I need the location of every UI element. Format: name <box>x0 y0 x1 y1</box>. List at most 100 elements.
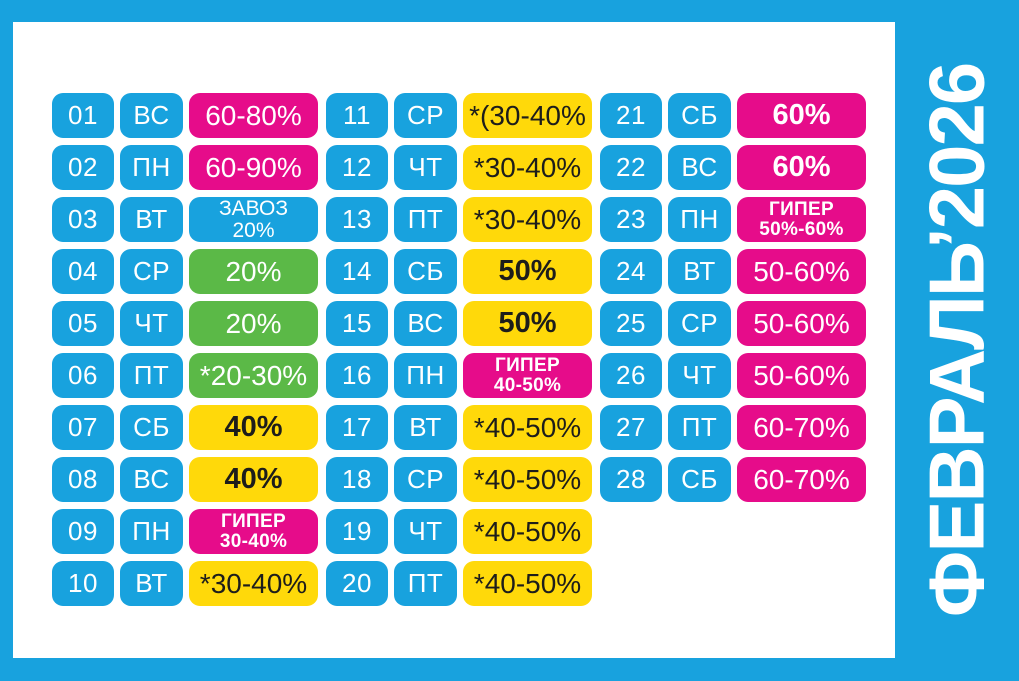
discount-line: 50% <box>498 307 557 339</box>
discount-line: *30-40% <box>473 203 582 235</box>
discount-line: 20% <box>225 255 282 287</box>
discount-line: ЗАВОЗ <box>218 196 289 220</box>
discount-line: *20-30% <box>199 359 308 391</box>
weekday-cell: ВС <box>394 301 457 346</box>
discount-value-cell: *(30-40% <box>463 93 592 138</box>
discount-line: 50-60% <box>753 307 850 339</box>
day-number-cell: 14 <box>326 249 388 294</box>
calendar-row-day-23: 23 ПН ГИПЕР 50%-60% <box>600 197 866 242</box>
day-number-cell: 15 <box>326 301 388 346</box>
calendar-row-day-28: 28 СБ 60-70% <box>600 457 866 502</box>
discount-line: 50-60% <box>753 359 850 391</box>
weekday-cell: СБ <box>394 249 457 294</box>
calendar-row-day-09: 09 ПН ГИПЕР 30-40% <box>52 509 318 554</box>
weekday-cell: ПН <box>120 509 183 554</box>
weekday-cell: СБ <box>668 93 731 138</box>
discount-value-cell: ГИПЕР 50%-60% <box>737 197 866 242</box>
discount-value-cell: 50-60% <box>737 301 866 346</box>
discount-value-cell: 50-60% <box>737 249 866 294</box>
day-number-cell: 19 <box>326 509 388 554</box>
weekday-cell: ЧТ <box>394 145 457 190</box>
discount-value-cell: 60-70% <box>737 457 866 502</box>
calendar-row-day-12: 12 ЧТ *30-40% <box>326 145 592 190</box>
day-number-cell: 26 <box>600 353 662 398</box>
calendar-row-day-14: 14 СБ 50% <box>326 249 592 294</box>
calendar-row-day-13: 13 ПТ *30-40% <box>326 197 592 242</box>
weekday-cell: ПТ <box>668 405 731 450</box>
discount-line: *30-40% <box>473 151 582 183</box>
discount-value-cell: 50-60% <box>737 353 866 398</box>
discount-value-cell: *40-50% <box>463 457 592 502</box>
calendar-column-1: 01 ВС 60-80% 02 ПН 60-90% 03 ВТ ЗАВОЗ 20% 04 СР 20% 0… <box>52 93 318 613</box>
discount-line: 60-90% <box>205 151 302 183</box>
day-number-cell: 12 <box>326 145 388 190</box>
day-number-cell: 05 <box>52 301 114 346</box>
calendar-row-day-26: 26 ЧТ 50-60% <box>600 353 866 398</box>
discount-value-cell: *40-50% <box>463 509 592 554</box>
weekday-cell: СБ <box>668 457 731 502</box>
discount-line: 30-40% <box>219 530 288 552</box>
weekday-cell: ЧТ <box>394 509 457 554</box>
weekday-cell: СБ <box>120 405 183 450</box>
discount-line: ГИПЕР <box>495 354 560 376</box>
weekday-cell: СР <box>394 457 457 502</box>
discount-value-cell: 40% <box>189 405 318 450</box>
calendar-row-day-19: 19 ЧТ *40-50% <box>326 509 592 554</box>
discount-line: 20% <box>232 218 275 242</box>
calendar-row-day-21: 21 СБ 60% <box>600 93 866 138</box>
weekday-cell: ЧТ <box>668 353 731 398</box>
calendar-row-day-25: 25 СР 50-60% <box>600 301 866 346</box>
weekday-cell: ВТ <box>668 249 731 294</box>
discount-value-cell: *40-50% <box>463 561 592 606</box>
calendar-row-day-22: 22 ВС 60% <box>600 145 866 190</box>
discount-value-cell: 60-70% <box>737 405 866 450</box>
calendar-row-day-02: 02 ПН 60-90% <box>52 145 318 190</box>
discount-value-cell: *30-40% <box>189 561 318 606</box>
weekday-cell: ПН <box>668 197 731 242</box>
discount-line: 40% <box>224 463 283 495</box>
discount-line: 50%-60% <box>759 218 844 240</box>
day-number-cell: 13 <box>326 197 388 242</box>
discount-line: *40-50% <box>473 515 582 547</box>
discount-line: 40% <box>224 411 283 443</box>
day-number-cell: 17 <box>326 405 388 450</box>
day-number-cell: 09 <box>52 509 114 554</box>
weekday-cell: ВТ <box>120 561 183 606</box>
weekday-cell: ПН <box>394 353 457 398</box>
weekday-cell: ПН <box>120 145 183 190</box>
calendar-column-2: 11 СР *(30-40% 12 ЧТ *30-40% 13 ПТ *30-40% 14 СБ 50… <box>326 93 592 613</box>
discount-value-cell: 50% <box>463 249 592 294</box>
discount-value-cell: 60% <box>737 145 866 190</box>
day-number-cell: 27 <box>600 405 662 450</box>
discount-value-cell: *30-40% <box>463 197 592 242</box>
discount-value-cell: ЗАВОЗ 20% <box>189 197 318 242</box>
discount-line: 60% <box>772 99 831 131</box>
calendar-row-day-07: 07 СБ 40% <box>52 405 318 450</box>
discount-line: ГИПЕР <box>769 198 834 220</box>
calendar-row-day-11: 11 СР *(30-40% <box>326 93 592 138</box>
discount-value-cell: 60% <box>737 93 866 138</box>
day-number-cell: 24 <box>600 249 662 294</box>
discount-line: 60% <box>772 151 831 183</box>
discount-line: *40-50% <box>473 463 582 495</box>
calendar-row-day-17: 17 ВТ *40-50% <box>326 405 592 450</box>
calendar-row-day-27: 27 ПТ 60-70% <box>600 405 866 450</box>
calendar-row-day-15: 15 ВС 50% <box>326 301 592 346</box>
discount-line: 60-70% <box>753 463 850 495</box>
weekday-cell: СР <box>394 93 457 138</box>
calendar-row-day-04: 04 СР 20% <box>52 249 318 294</box>
weekday-cell: СР <box>120 249 183 294</box>
calendar-row-day-03: 03 ВТ ЗАВОЗ 20% <box>52 197 318 242</box>
calendar-row-day-08: 08 ВС 40% <box>52 457 318 502</box>
discount-line: *30-40% <box>199 567 308 599</box>
calendar-row-day-01: 01 ВС 60-80% <box>52 93 318 138</box>
discount-value-cell: *30-40% <box>463 145 592 190</box>
weekday-cell: ВТ <box>394 405 457 450</box>
calendar-row-day-18: 18 СР *40-50% <box>326 457 592 502</box>
discount-value-cell: 60-90% <box>189 145 318 190</box>
day-number-cell: 04 <box>52 249 114 294</box>
day-number-cell: 28 <box>600 457 662 502</box>
day-number-cell: 25 <box>600 301 662 346</box>
weekday-cell: СР <box>668 301 731 346</box>
